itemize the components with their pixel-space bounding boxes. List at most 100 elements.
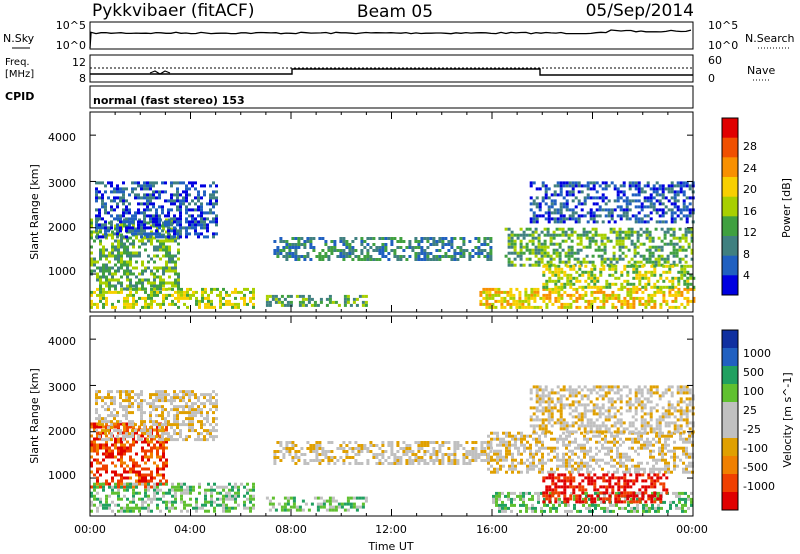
heatmap-cell [162,500,165,504]
heatmap-cell [652,464,655,468]
heatmap-cell [617,287,621,291]
heatmap-cell [171,269,174,273]
heatmap-cell [522,233,526,237]
heatmap-cell [589,446,592,450]
heatmap-cell [182,405,185,409]
heatmap-cell [405,258,409,261]
heatmap-cell [114,245,117,249]
heatmap-cell [197,208,200,212]
heatmap-cell [147,440,150,444]
heatmap-cell [593,282,597,286]
heatmap-cell [665,276,669,280]
heatmap-cell [141,500,144,504]
heatmap-cell [601,181,605,185]
heatmap-cell [243,299,246,303]
heatmap-cell [343,297,347,301]
heatmap-cell [579,260,583,264]
heatmap-cell [545,302,549,306]
heatmap-cell [129,263,132,267]
heatmap-cell [396,441,400,444]
heatmap-cell [686,276,690,280]
heatmap-cell [585,506,588,510]
heatmap-cell [595,461,598,465]
heatmap-cell [450,258,454,261]
heatmap-cell [117,437,120,441]
heatmap-cell [150,287,153,291]
heatmap-cell [534,509,537,513]
heatmap-cell [152,402,155,406]
heatmap-cell [167,214,170,218]
heatmap-cell [596,305,600,309]
heatmap-cell [567,227,571,231]
heatmap-cell [562,181,566,185]
heatmap-cell [653,290,657,294]
heatmap-cell [538,467,541,471]
heatmap-cell [111,230,114,234]
heatmap-cell [590,293,594,297]
heatmap-cell [645,230,649,234]
heatmap-cell [462,237,466,240]
heatmap-cell [105,269,108,273]
heatmap-cell [591,254,595,258]
heatmap-cell [120,239,123,243]
heatmap-cell [141,281,144,285]
heatmap-cell [366,462,370,465]
heatmap-cell [179,229,182,233]
heatmap-cell [149,202,152,206]
heatmap-cell [312,237,316,240]
heatmap-cell [512,293,516,297]
heatmap-cell [107,438,110,442]
heatmap-cell [219,305,222,309]
heatmap-cell [432,459,436,462]
heatmap-cell [93,437,96,441]
heatmap-cell [631,464,634,468]
heatmap-cell [585,260,589,264]
heatmap-cell [197,223,200,227]
heatmap-cell [567,503,570,507]
heatmap-cell [303,459,307,462]
heatmap-cell [366,447,370,450]
heatmap-cell [191,417,194,421]
heatmap-cell [571,184,575,188]
heatmap-cell [438,258,442,261]
heatmap-cell [119,190,122,194]
heatmap-cell [479,290,483,294]
heatmap-cell [321,237,325,240]
heatmap-cell [189,491,192,495]
heatmap-cell [117,425,120,429]
heatmap-cell [158,390,161,394]
heatmap-cell [586,187,590,191]
heatmap-cell [680,267,684,271]
heatmap-cell [330,246,334,249]
heatmap-cell [104,417,107,421]
heatmap-cell [143,181,146,185]
heatmap-cell [381,255,385,258]
heatmap-cell [215,199,218,203]
heatmap-cell [298,303,302,307]
heatmap-cell [607,449,610,453]
heatmap-cell [291,441,295,444]
heatmap-cell [441,243,445,246]
heatmap-cell [167,211,170,215]
heatmap-cell [692,299,696,303]
heatmap-cell [633,509,636,513]
heatmap-cell [459,249,463,252]
heatmap-cell [672,260,676,264]
heatmap-cell [279,249,283,252]
heatmap-cell [569,293,573,297]
heatmap-cell [96,443,99,447]
heatmap-cell [206,417,209,421]
heatmap-cell [576,233,580,237]
heatmap-cell [125,390,128,394]
heatmap-cell [552,242,556,246]
heatmap-cell [120,455,123,459]
heatmap-cell [288,255,292,258]
heatmap-cell [532,467,535,471]
heatmap-cell [426,255,430,258]
heatmap-cell [550,431,553,435]
heatmap-cell [491,287,495,291]
heatmap-cell [585,230,589,234]
heatmap-cell [327,462,331,465]
heatmap-cell [507,260,511,264]
heatmap-cell [679,431,682,435]
